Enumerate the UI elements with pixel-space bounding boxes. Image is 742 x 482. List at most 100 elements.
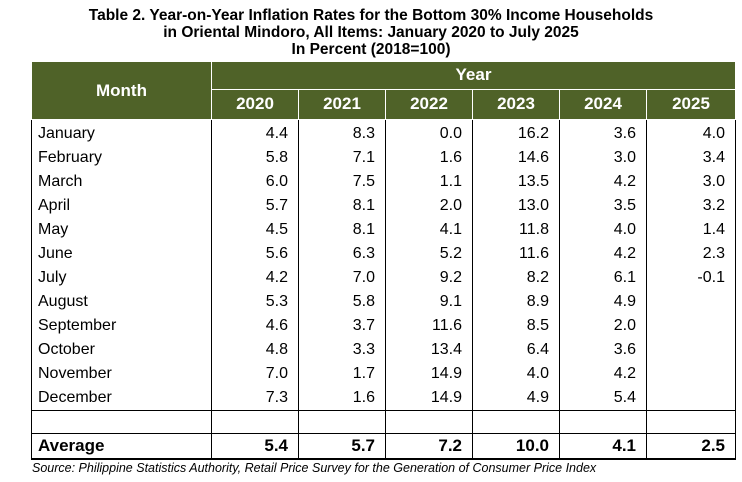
inflation-table: Month Year 2020 2021 2022 2023 2024 2025… — [31, 61, 736, 460]
value-cell: 3.6 — [559, 119, 647, 146]
year-col-header: 2021 — [298, 88, 386, 121]
value-cell: 3.2 — [646, 194, 736, 218]
value-cell: 14.9 — [385, 362, 473, 386]
year-col-header: 2024 — [559, 88, 647, 121]
value-cell: 4.2 — [211, 266, 299, 290]
value-cell: 4.2 — [559, 170, 647, 194]
value-cell: 11.6 — [472, 242, 560, 266]
title-line-2: in Oriental Mindoro, All Items: January … — [163, 24, 579, 41]
value-cell: 5.4 — [559, 386, 647, 411]
value-cell — [646, 314, 736, 338]
table-row: September 4.6 3.7 11.6 8.5 2.0 — [31, 314, 736, 338]
table-title: Table 2. Year-on-Year Inflation Rates fo… — [0, 0, 742, 58]
value-cell: 5.8 — [298, 290, 386, 314]
value-cell: 8.1 — [298, 194, 386, 218]
value-cell: -0.1 — [646, 266, 736, 290]
value-cell: 14.9 — [385, 386, 473, 411]
value-cell — [646, 290, 736, 314]
month-cell: December — [31, 386, 212, 411]
month-cell: July — [31, 266, 212, 290]
average-row: Average 5.4 5.7 7.2 10.0 4.1 2.5 — [31, 433, 736, 460]
value-cell: 13.5 — [472, 170, 560, 194]
value-cell: 8.3 — [298, 119, 386, 146]
value-cell: 6.1 — [559, 266, 647, 290]
value-cell: 3.5 — [559, 194, 647, 218]
value-cell: 8.2 — [472, 266, 560, 290]
value-cell: 5.8 — [211, 146, 299, 170]
month-cell: January — [31, 119, 212, 146]
title-line-3: In Percent (2018=100) — [291, 41, 451, 58]
month-cell: November — [31, 362, 212, 386]
value-cell: 16.2 — [472, 119, 560, 146]
value-cell: 7.1 — [298, 146, 386, 170]
title-line-1: Table 2. Year-on-Year Inflation Rates fo… — [88, 7, 654, 24]
year-col-header: 2025 — [646, 88, 736, 121]
value-cell: 1.6 — [298, 386, 386, 411]
value-cell: 4.9 — [472, 386, 560, 411]
value-cell: 3.6 — [559, 338, 647, 362]
value-cell: 13.0 — [472, 194, 560, 218]
value-cell: 4.2 — [559, 242, 647, 266]
month-cell: May — [31, 218, 212, 242]
value-cell: 4.1 — [385, 218, 473, 242]
value-cell: 4.6 — [211, 314, 299, 338]
value-cell: 14.6 — [472, 146, 560, 170]
value-cell: 1.7 — [298, 362, 386, 386]
table-row: April 5.7 8.1 2.0 13.0 3.5 3.2 — [31, 194, 736, 218]
value-cell: 5.3 — [211, 290, 299, 314]
average-cell: 5.7 — [298, 433, 386, 460]
value-cell: 3.4 — [646, 146, 736, 170]
value-cell: 4.0 — [646, 119, 736, 146]
value-cell: 13.4 — [385, 338, 473, 362]
value-cell: 4.4 — [211, 119, 299, 146]
year-col-header: 2023 — [472, 88, 560, 121]
source-note: Source: Philippine Statistics Authority,… — [32, 461, 597, 475]
value-cell: 3.7 — [298, 314, 386, 338]
value-cell: 3.3 — [298, 338, 386, 362]
year-header: Year — [211, 61, 736, 90]
value-cell — [646, 386, 736, 411]
value-cell: 5.2 — [385, 242, 473, 266]
average-cell: 10.0 — [472, 433, 560, 460]
table-row: June 5.6 6.3 5.2 11.6 4.2 2.3 — [31, 242, 736, 266]
value-cell: 11.6 — [385, 314, 473, 338]
value-cell: 4.0 — [472, 362, 560, 386]
value-cell: 7.5 — [298, 170, 386, 194]
table-row: February 5.8 7.1 1.6 14.6 3.0 3.4 — [31, 146, 736, 170]
month-header: Month — [31, 61, 212, 120]
value-cell: 2.3 — [646, 242, 736, 266]
value-cell: 3.0 — [559, 146, 647, 170]
table-row: December 7.3 1.6 14.9 4.9 5.4 — [31, 386, 736, 411]
value-cell: 1.6 — [385, 146, 473, 170]
table-row: March 6.0 7.5 1.1 13.5 4.2 3.0 — [31, 170, 736, 194]
value-cell: 1.1 — [385, 170, 473, 194]
value-cell: 8.5 — [472, 314, 560, 338]
average-label: Average — [31, 433, 212, 460]
value-cell: 4.2 — [559, 362, 647, 386]
value-cell: 0.0 — [385, 119, 473, 146]
value-cell: 6.0 — [211, 170, 299, 194]
average-cell: 5.4 — [211, 433, 299, 460]
table-row: August 5.3 5.8 9.1 8.9 4.9 — [31, 290, 736, 314]
value-cell: 1.4 — [646, 218, 736, 242]
value-cell: 4.9 — [559, 290, 647, 314]
table-row: November 7.0 1.7 14.9 4.0 4.2 — [31, 362, 736, 386]
table-row: January 4.4 8.3 0.0 16.2 3.6 4.0 — [31, 119, 736, 146]
value-cell: 3.0 — [646, 170, 736, 194]
value-cell: 2.0 — [559, 314, 647, 338]
value-cell: 7.0 — [211, 362, 299, 386]
value-cell: 7.0 — [298, 266, 386, 290]
year-col-header: 2020 — [211, 88, 299, 121]
value-cell: 4.8 — [211, 338, 299, 362]
value-cell — [646, 362, 736, 386]
month-cell: October — [31, 338, 212, 362]
value-cell: 6.4 — [472, 338, 560, 362]
value-cell: 8.9 — [472, 290, 560, 314]
average-cell: 2.5 — [646, 433, 736, 460]
month-cell: April — [31, 194, 212, 218]
month-cell: March — [31, 170, 212, 194]
value-cell: 11.8 — [472, 218, 560, 242]
table-row: October 4.8 3.3 13.4 6.4 3.6 — [31, 338, 736, 362]
value-cell: 4.5 — [211, 218, 299, 242]
month-cell: June — [31, 242, 212, 266]
